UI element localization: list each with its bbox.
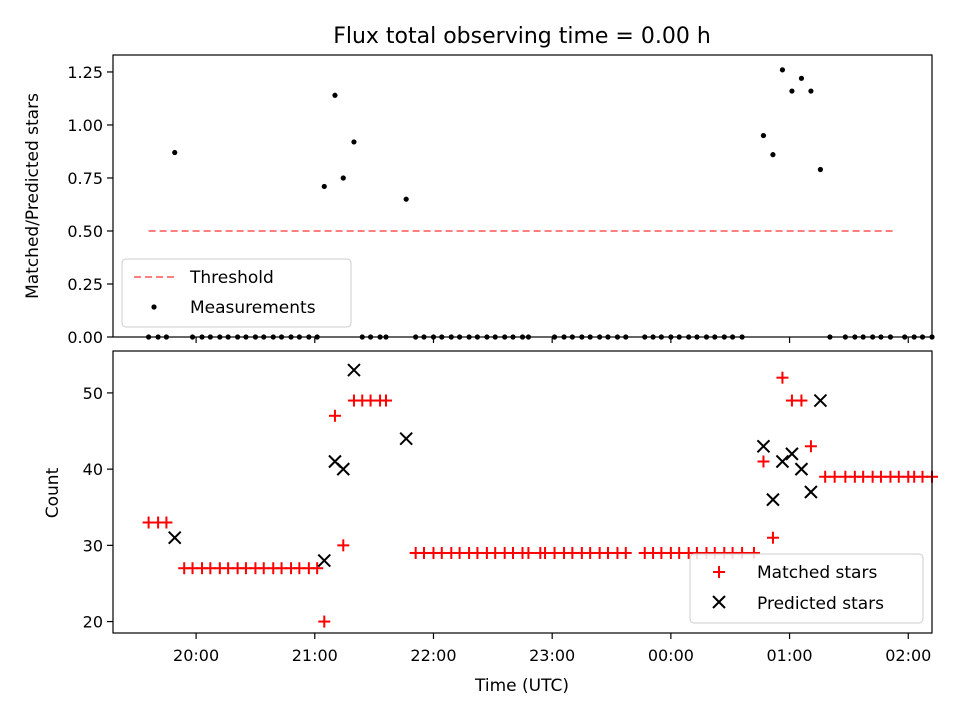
matched-star-point: [337, 539, 350, 552]
predicted-star-point: [794, 462, 809, 476]
measurement-point: [340, 175, 346, 181]
matched-star-point: [757, 455, 770, 468]
bottom-yticks: 20 30 40 50: [83, 384, 113, 632]
bottom-marks: [142, 363, 938, 628]
top-axes-frame: [112, 54, 933, 338]
matched-star-point: [328, 409, 341, 422]
bottom-legend-box: [689, 553, 924, 624]
measurement-point: [789, 88, 795, 94]
predicted-star-point: [756, 439, 771, 453]
bottom-xlabel: Time (UTC): [474, 676, 569, 696]
top-legend-box: [121, 258, 352, 328]
bottom-legend: Matched stars Predicted stars: [689, 553, 924, 624]
bottom-ytick-label: 40: [83, 460, 103, 479]
measurement-point: [817, 166, 824, 173]
bottom-xtick-label: 20:00: [173, 646, 219, 665]
threshold-legend-label: Threshold: [189, 268, 274, 288]
matched-star-point: [804, 440, 817, 453]
predicted-star-point: [317, 553, 331, 568]
top-ytick-label: 0.50: [67, 222, 103, 241]
matched-legend-label: Matched stars: [757, 563, 877, 583]
measurement-point: [808, 88, 814, 94]
measurement-point: [779, 67, 786, 73]
bottom-ylabel: Count: [43, 467, 63, 518]
predicted-legend-marker: [712, 595, 726, 609]
bottom-ytick-label: 30: [83, 536, 103, 555]
top-ytick-label: 0.75: [67, 169, 103, 188]
predicted-star-point: [766, 492, 780, 507]
bottom-ytick-label: 20: [83, 613, 103, 632]
top-ytick-label: 1.00: [67, 116, 103, 135]
top-panel: Flux total observing time = 0.00 h 0.000…: [23, 24, 935, 347]
measurements-legend-marker: [151, 304, 157, 310]
bottom-xtick-label: 02:00: [885, 646, 931, 665]
measurement-point: [770, 152, 776, 158]
matched-star-point: [776, 371, 789, 384]
measurement-point: [332, 92, 338, 98]
matched-star-point: [160, 516, 173, 529]
measurement-point: [351, 139, 357, 145]
matched-star-point: [380, 394, 392, 407]
top-ytick-label: 0.25: [67, 275, 103, 294]
bottom-xtick-label: 21:00: [292, 646, 338, 665]
bottom-xticks: 20:00 21:00 22:00 23:00 00:00 01:00 02:00: [173, 633, 931, 665]
measurement-point: [798, 75, 805, 81]
bottom-ytick-label: 50: [83, 384, 103, 403]
predicted-legend-label: Predicted stars: [757, 594, 884, 614]
top-ylabel: Matched/Predicted stars: [23, 93, 43, 299]
top-legend: Threshold Measurements: [121, 258, 352, 328]
measurement-point: [172, 149, 178, 156]
top-xticks: [195, 337, 909, 343]
matched-star-point: [318, 615, 331, 628]
top-ytick-label: 1.25: [67, 63, 103, 82]
predicted-star-point: [168, 531, 182, 545]
matched-star-point: [766, 531, 779, 544]
bottom-xtick-label: 23:00: [529, 646, 575, 665]
measurement-point: [760, 132, 767, 139]
top-title: Flux total observing time = 0.00 h: [333, 24, 711, 49]
measurement-point: [321, 183, 327, 190]
matched-legend-marker: [713, 566, 725, 578]
bottom-panel: 20 30 40 50 20:00 21:00 22:00 23:00 00:00 01:00 0…: [43, 350, 938, 696]
bottom-xtick-label: 01:00: [767, 646, 813, 665]
predicted-star-point: [785, 447, 799, 461]
top-yticks: 0.00 0.25 0.50 0.75 1.00 1.25: [67, 63, 113, 347]
measurements-legend-label: Measurements: [190, 298, 316, 318]
predicted-star-point: [813, 393, 828, 408]
top-ytick-label: 0.00: [67, 328, 103, 347]
predicted-star-point: [804, 485, 818, 499]
predicted-star-point: [347, 363, 361, 377]
bottom-xtick-label: 00:00: [648, 646, 694, 665]
matched-star-point: [311, 562, 324, 575]
matched-star-point: [522, 546, 535, 559]
bottom-xtick-label: 22:00: [410, 646, 456, 665]
matched-star-point: [795, 394, 808, 407]
matched-star-point: [828, 470, 841, 483]
matched-star-point: [619, 546, 632, 559]
predicted-star-point: [399, 431, 413, 446]
predicted-star-point: [775, 454, 790, 469]
predicted-star-point: [336, 462, 350, 476]
measurement-point: [403, 196, 409, 202]
bottom-axes-frame: [112, 350, 933, 634]
